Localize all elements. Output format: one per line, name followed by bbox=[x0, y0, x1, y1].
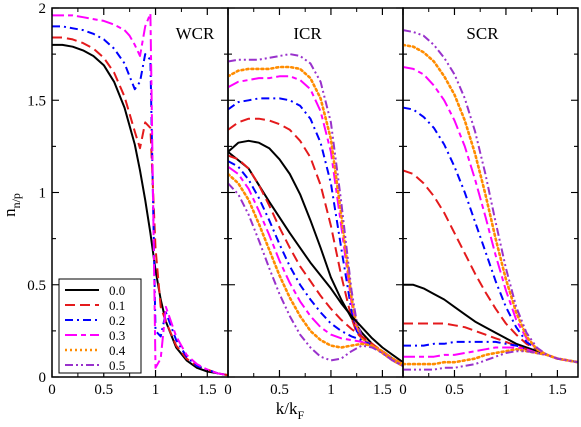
x-tick-label: 0.5 bbox=[445, 382, 464, 398]
series-line-0-5 bbox=[403, 29, 578, 364]
series-line-0-0 bbox=[228, 151, 403, 364]
y-tick-label: 0.5 bbox=[27, 278, 46, 294]
series-line-0-0 bbox=[403, 283, 578, 364]
x-tick-label: 1.5 bbox=[548, 382, 567, 398]
legend-label: 0.4 bbox=[109, 343, 126, 358]
series-line-0-3 bbox=[52, 12, 228, 377]
series-line-0-2 bbox=[228, 160, 403, 365]
y-tick-label: 2 bbox=[39, 1, 47, 17]
legend-box bbox=[58, 278, 142, 374]
series-line-0-2 bbox=[52, 25, 228, 377]
x-tick-label: 1.5 bbox=[373, 382, 392, 398]
x-tick-label: 0.5 bbox=[94, 382, 113, 398]
x-axis-label: k/kF bbox=[276, 399, 305, 422]
y-tick-label: 1.5 bbox=[27, 93, 46, 109]
legend-label: 0.2 bbox=[109, 313, 125, 328]
y-axis-label: nn/p bbox=[0, 193, 23, 217]
series-line-0-3 bbox=[403, 346, 578, 364]
legend-label: 0.5 bbox=[109, 358, 125, 373]
panel-title: WCR bbox=[176, 24, 215, 43]
x-tick-label: 0 bbox=[48, 382, 56, 398]
series-line-0-2 bbox=[403, 106, 578, 364]
x-tick-label: 0 bbox=[399, 382, 407, 398]
series-line-0-4 bbox=[403, 43, 578, 364]
x-tick-label: 0 bbox=[224, 382, 232, 398]
panel-title: ICR bbox=[293, 24, 322, 43]
series-line-0-5 bbox=[228, 182, 403, 367]
series-line-0-1 bbox=[228, 117, 403, 367]
x-tick-label: 0.5 bbox=[270, 382, 289, 398]
series-line-0-1 bbox=[228, 154, 403, 365]
panel-scr bbox=[403, 29, 578, 371]
legend-label: 0.0 bbox=[109, 283, 125, 298]
series-line-0-1 bbox=[52, 36, 228, 377]
series-line-0-4 bbox=[228, 172, 403, 366]
series-line-0-0 bbox=[228, 139, 403, 367]
legend-label: 0.1 bbox=[109, 298, 125, 313]
x-tick-label: 1 bbox=[502, 382, 510, 398]
panel-frame bbox=[402, 7, 579, 378]
x-tick-label: 1 bbox=[327, 382, 335, 398]
y-tick-label: 1 bbox=[39, 186, 47, 202]
panel-title: SCR bbox=[466, 24, 499, 43]
series-line-0-0 bbox=[52, 43, 228, 377]
x-tick-label: 1 bbox=[152, 382, 160, 398]
panel-wcr bbox=[52, 12, 228, 377]
panel-icr bbox=[228, 53, 403, 368]
x-tick-label: 1.5 bbox=[198, 382, 217, 398]
legend-label: 0.3 bbox=[109, 328, 125, 343]
y-tick-label: 0 bbox=[39, 370, 47, 386]
